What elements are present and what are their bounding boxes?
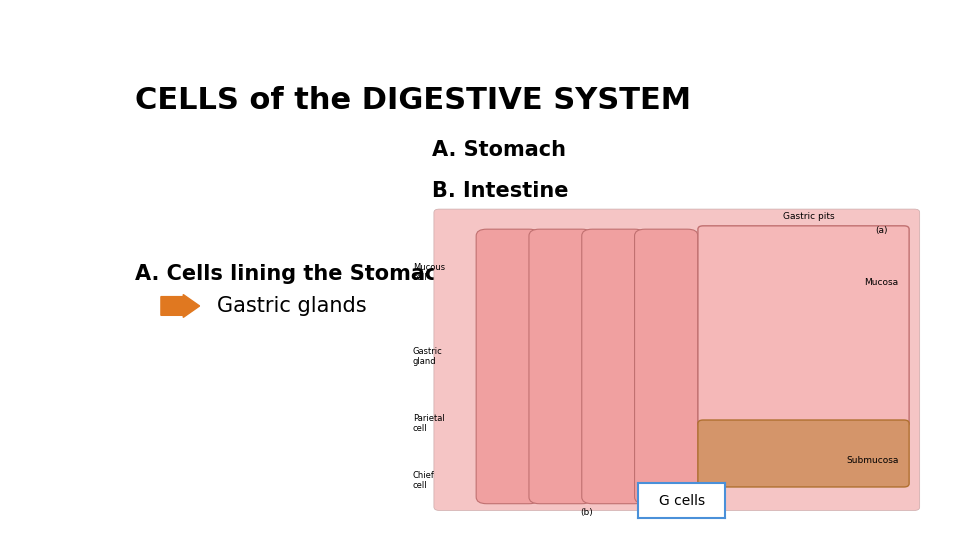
Text: (a): (a) bbox=[876, 226, 888, 235]
Text: A. Cells lining the Stomach: A. Cells lining the Stomach bbox=[134, 265, 452, 285]
Text: Parietal
cell: Parietal cell bbox=[413, 414, 444, 433]
FancyBboxPatch shape bbox=[476, 229, 540, 504]
FancyArrow shape bbox=[161, 294, 200, 318]
Text: G cells: G cells bbox=[659, 494, 705, 508]
FancyBboxPatch shape bbox=[698, 420, 909, 487]
Text: Chief
cell: Chief cell bbox=[413, 470, 435, 490]
FancyBboxPatch shape bbox=[434, 209, 920, 510]
Text: Gastric glands: Gastric glands bbox=[217, 296, 367, 316]
Text: Mucous
cell: Mucous cell bbox=[413, 263, 444, 282]
Text: Gastric pits: Gastric pits bbox=[783, 212, 834, 221]
Text: B. Intestine: B. Intestine bbox=[432, 181, 569, 201]
Text: Submucosa: Submucosa bbox=[846, 456, 899, 465]
FancyBboxPatch shape bbox=[529, 229, 592, 504]
Text: (b): (b) bbox=[581, 508, 593, 517]
Text: Mucosa: Mucosa bbox=[864, 278, 899, 287]
Text: CELLS of the DIGESTIVE SYSTEM: CELLS of the DIGESTIVE SYSTEM bbox=[134, 85, 691, 114]
FancyBboxPatch shape bbox=[635, 229, 698, 504]
Text: A. Stomach: A. Stomach bbox=[432, 140, 566, 160]
FancyBboxPatch shape bbox=[582, 229, 645, 504]
FancyBboxPatch shape bbox=[698, 226, 909, 427]
Text: Gastric
gland: Gastric gland bbox=[413, 347, 443, 366]
